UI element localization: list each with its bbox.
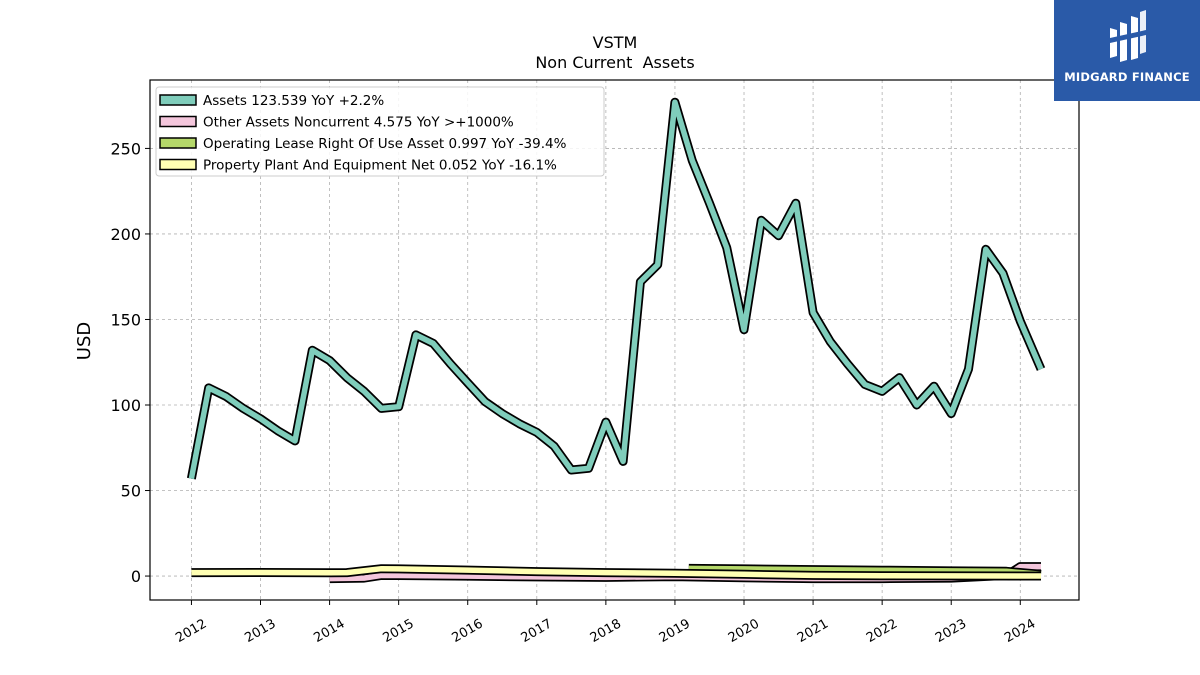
legend-swatch (159, 94, 197, 106)
x-tick-label: 2018 (588, 616, 624, 646)
brand-logo: MIDGARD FINANCE (1054, 0, 1200, 101)
chart-subtitle: Non Current Assets (535, 53, 694, 72)
x-tick-label: 2014 (311, 616, 347, 646)
legend-swatch (159, 137, 197, 149)
legend-box (155, 86, 605, 177)
series-stroke (688, 565, 1042, 578)
series-stroke (191, 565, 1041, 579)
brand-name: MIDGARD FINANCE (1064, 70, 1190, 84)
legend-label: Other Assets Noncurrent 4.575 YoY >+1000… (203, 115, 514, 131)
x-tick-label: 2022 (864, 616, 900, 646)
x-tick-label: 2012 (173, 616, 209, 646)
x-tick-label: 2013 (242, 616, 278, 646)
legend-label: Assets 123.539 YoY +2.2% (203, 93, 384, 109)
y-tick-label: 100 (110, 396, 141, 415)
series-line-3 (191, 564, 1041, 581)
y-tick-label: 0 (131, 567, 141, 586)
plot-frame (149, 79, 1080, 601)
series-line-2 (688, 563, 1042, 579)
y-tick-label: 50 (121, 482, 141, 501)
x-tick-label: 2023 (933, 616, 969, 646)
x-tick-label: 2016 (450, 616, 486, 646)
x-tick-label: 2017 (519, 616, 555, 646)
legend-swatch (159, 115, 197, 128)
chart-title: VSTM (593, 33, 638, 52)
legend-label: Property Plant And Equipment Net 0.052 Y… (203, 158, 557, 174)
x-tick-label: 2021 (795, 616, 831, 646)
legend: Assets 123.539 YoY +2.2% Other Assets Non… (155, 86, 605, 177)
y-tick-label: 250 (110, 139, 141, 158)
midgard-logo-icon (1110, 10, 1146, 62)
y-tick-label: 150 (110, 310, 141, 329)
x-tick-label: 2020 (726, 616, 762, 646)
series-line-0 (186, 97, 1046, 480)
legend-label: Operating Lease Right Of Use Asset 0.997… (203, 136, 567, 152)
legend-swatch (159, 158, 197, 171)
x-tick-label: 2024 (1002, 616, 1038, 646)
y-axis-label: USD (74, 322, 95, 360)
series-stroke (188, 99, 1044, 480)
y-tick-label: 200 (110, 225, 141, 244)
series-layer (186, 97, 1046, 584)
x-tick-label: 2019 (657, 616, 693, 646)
x-tick-label: 2015 (380, 616, 416, 646)
